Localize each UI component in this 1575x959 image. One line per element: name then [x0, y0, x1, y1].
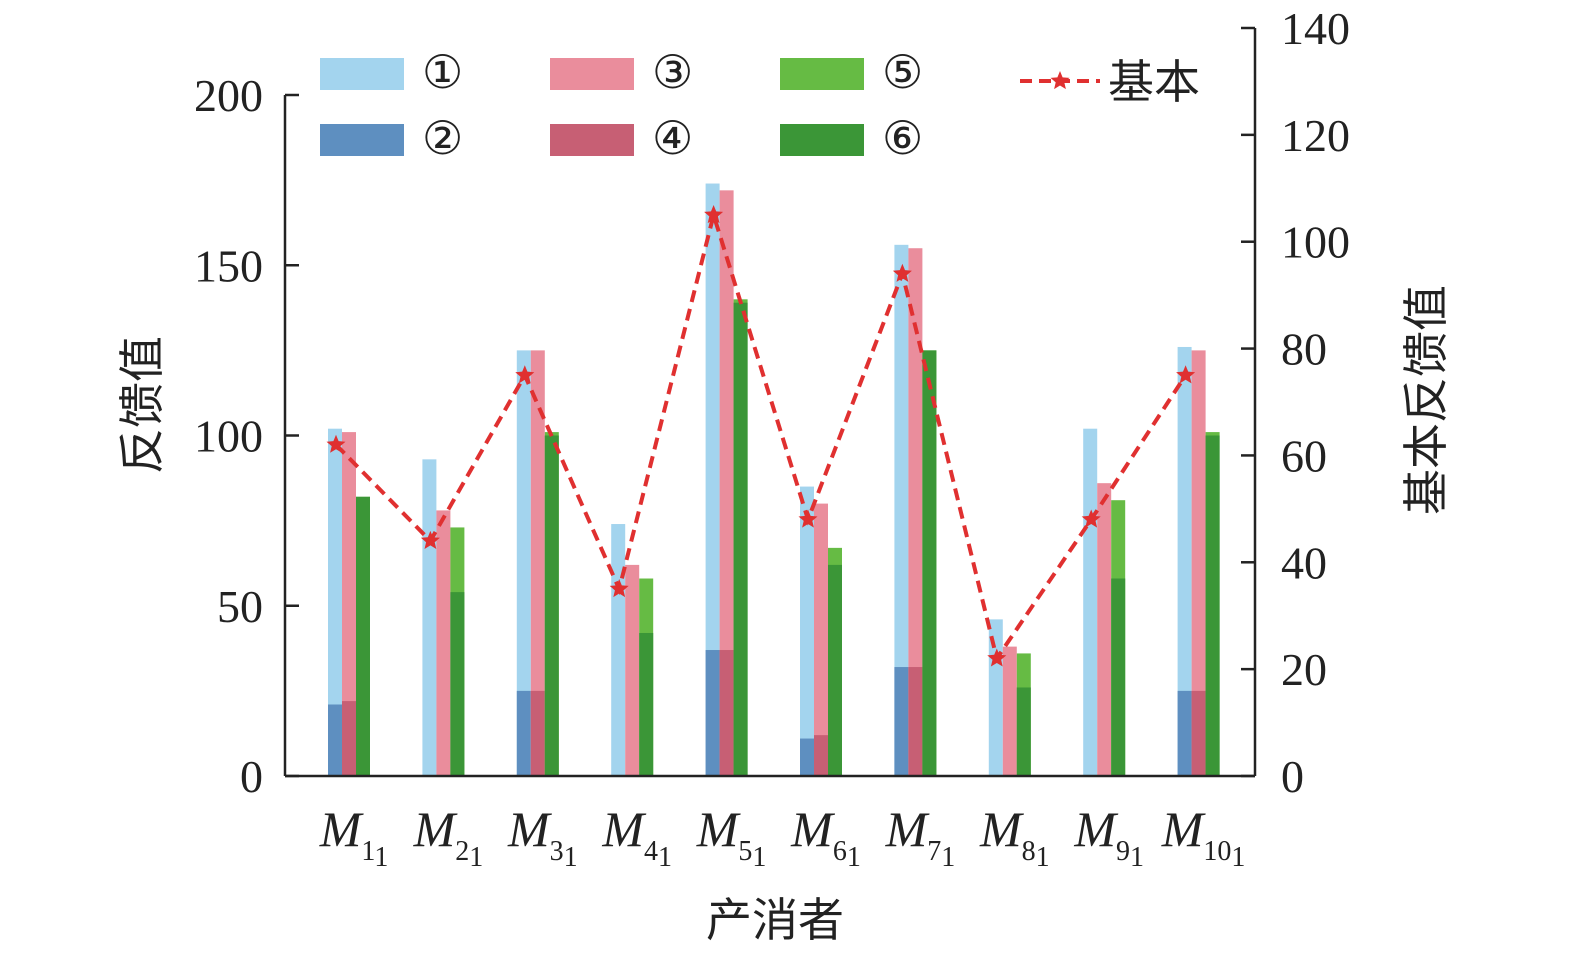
x-tick-label: M51: [696, 801, 767, 873]
bar-1-10: [1177, 346, 1192, 776]
line-point-7: [892, 263, 912, 282]
bar-2-10: [1177, 690, 1192, 776]
bar-4-10: [1191, 690, 1206, 776]
x-tick-label: M41: [601, 801, 672, 873]
y2-tick-label: 120: [1281, 110, 1350, 161]
legend-label-4: ②: [422, 111, 463, 165]
bar-1-6: [800, 486, 814, 776]
y2-tick-label: 0: [1281, 751, 1304, 802]
bar-2-1: [328, 704, 342, 776]
bar-1-5: [705, 183, 720, 776]
legend-label-6: ⑥: [882, 111, 923, 165]
bar-1-9: [1083, 428, 1098, 776]
bar-6-2: [450, 592, 465, 776]
bar-3-2: [436, 510, 451, 776]
bar-3-4: [625, 564, 640, 776]
x-tick-label: M101: [1161, 801, 1246, 873]
bar-2-7: [894, 667, 909, 776]
legend-label-1: ①: [422, 45, 463, 99]
line-series-basic: [334, 207, 1188, 664]
x-tick-label: M61: [790, 801, 861, 873]
y2-tick-label: 60: [1281, 430, 1327, 481]
y2-tick-label: 80: [1281, 324, 1327, 375]
bar-4-1: [342, 701, 356, 776]
bar-6-3: [544, 435, 559, 776]
bar-4-5: [719, 650, 734, 776]
legend-swatch-4: [320, 124, 404, 156]
legend-label-3: ⑤: [882, 45, 923, 99]
y2-tick-label: 140: [1281, 3, 1350, 54]
x-tick-label: M91: [1073, 801, 1144, 873]
bar-6-1: [356, 496, 370, 776]
x-tick-label: M81: [979, 801, 1050, 873]
legend-label-2: ③: [652, 45, 693, 99]
y2-axis-title: 基本反馈值: [1399, 285, 1453, 515]
bar-4-3: [530, 690, 545, 776]
bar-3-5: [719, 190, 734, 777]
y-tick-label: 0: [240, 751, 263, 802]
bar-4-6: [814, 735, 828, 776]
y-tick-label: 200: [194, 70, 263, 121]
bar-3-9: [1097, 483, 1112, 776]
bar-4-7: [908, 667, 923, 776]
bar-6-4: [639, 632, 654, 776]
x-tick-label: M21: [413, 801, 484, 873]
y2-tick-label: 20: [1281, 644, 1327, 695]
x-tick-label: M71: [885, 801, 956, 873]
bar-1-8: [988, 619, 1003, 776]
y2-tick-label: 100: [1281, 217, 1350, 268]
bars-layer: [328, 183, 1220, 777]
bar-2-3: [516, 690, 531, 776]
x-tick-label: M11: [319, 801, 389, 873]
bar-3-3: [530, 350, 545, 776]
y-tick-label: 150: [194, 240, 263, 291]
y-tick-label: 100: [194, 411, 263, 462]
legend-line-marker: [1050, 71, 1070, 90]
bar-1-2: [422, 459, 437, 776]
bar-1-3: [516, 350, 531, 776]
y2-tick-label: 40: [1281, 537, 1327, 588]
legend-label-5: ④: [652, 111, 693, 165]
line-point-6: [798, 509, 818, 528]
line-point-9: [1081, 509, 1101, 528]
bar-6-9: [1111, 578, 1126, 776]
x-axis-title: 产消者: [706, 893, 844, 947]
bar-1-1: [328, 428, 342, 776]
line-point-10: [1176, 365, 1196, 384]
bar-6-5: [733, 302, 748, 776]
bar-3-6: [814, 503, 828, 776]
line-point-8: [987, 648, 1007, 667]
bar-3-10: [1191, 350, 1206, 776]
line-point-4: [609, 579, 629, 598]
line-layer: [326, 205, 1196, 667]
bar-6-6: [828, 564, 842, 776]
bar-6-7: [922, 350, 937, 776]
bar-1-7: [894, 244, 909, 776]
legend-swatch-6: [780, 124, 864, 156]
y-tick-label: 50: [217, 581, 263, 632]
bar-2-5: [705, 650, 720, 776]
x-tick-label: M31: [507, 801, 578, 873]
legend-line-label: 基本: [1108, 55, 1200, 109]
bar-2-6: [800, 738, 814, 776]
bar-6-10: [1205, 435, 1220, 776]
bar-6-8: [1016, 687, 1031, 776]
legend-swatch-3: [780, 58, 864, 90]
bar-3-7: [908, 248, 923, 777]
line-point-3: [515, 365, 535, 384]
line-point-5: [704, 205, 724, 224]
line-point-2: [420, 530, 440, 549]
bar-3-8: [1002, 646, 1017, 776]
y-axis-title: 反馈值: [115, 336, 169, 474]
legend-swatch-5: [550, 124, 634, 156]
line-point-1: [326, 434, 346, 453]
legend-layer: ① ③ ⑤ ② ④ ⑥ 基本: [320, 45, 1200, 165]
legend-swatch-1: [320, 58, 404, 90]
bar-1-4: [611, 524, 626, 776]
bar-3-1: [342, 432, 356, 776]
legend-swatch-2: [550, 58, 634, 90]
